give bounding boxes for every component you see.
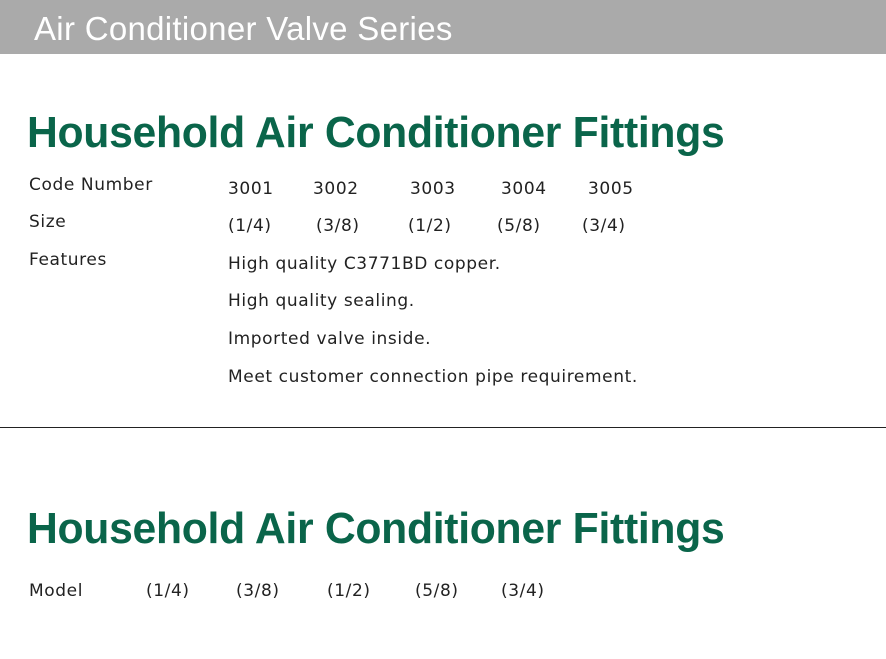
feature-3: Imported valve inside.	[228, 329, 432, 349]
divider	[0, 427, 886, 428]
series-banner: Air Conditioner Valve Series	[0, 0, 886, 54]
code-3002: 3002	[313, 179, 359, 199]
code-3001: 3001	[228, 179, 274, 199]
size-2: (3/8)	[316, 216, 360, 236]
model-3: (1/2)	[327, 581, 371, 601]
model-4: (5/8)	[415, 581, 459, 601]
model-2: (3/8)	[236, 581, 280, 601]
code-3005: 3005	[588, 179, 634, 199]
model-1: (1/4)	[146, 581, 190, 601]
banner-title: Air Conditioner Valve Series	[34, 10, 453, 47]
feature-1: High quality C3771BD copper.	[228, 254, 501, 274]
code-3004: 3004	[501, 179, 547, 199]
feature-2: High quality sealing.	[228, 291, 415, 311]
section1-title: Household Air Conditioner Fittings	[27, 108, 725, 157]
size-3: (1/2)	[408, 216, 452, 236]
model-5: (3/4)	[501, 581, 545, 601]
size-1: (1/4)	[228, 216, 272, 236]
size-4: (5/8)	[497, 216, 541, 236]
features-label: Features	[29, 250, 107, 270]
code-3003: 3003	[410, 179, 456, 199]
feature-4: Meet customer connection pipe requiremen…	[228, 367, 638, 387]
section2-title: Household Air Conditioner Fittings	[27, 504, 725, 553]
size-label: Size	[29, 212, 67, 232]
code-label: Code Number	[29, 175, 153, 195]
size-5: (3/4)	[582, 216, 626, 236]
model-label: Model	[29, 581, 84, 601]
